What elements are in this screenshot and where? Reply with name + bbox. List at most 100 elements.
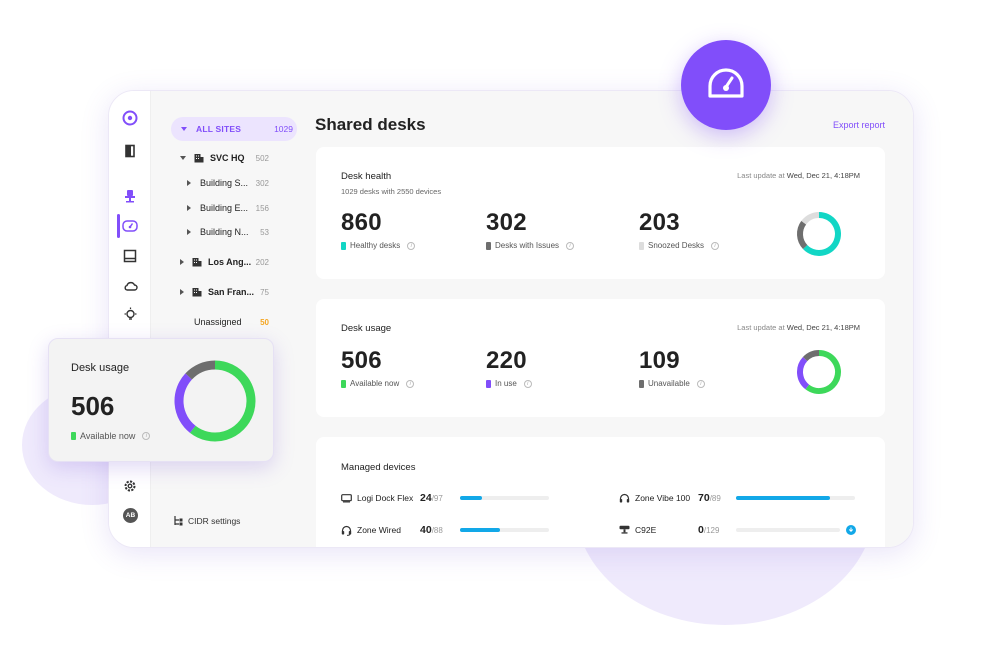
stat-label-row: Desks with Issues i: [486, 241, 575, 250]
with-text: with: [381, 187, 395, 196]
desk-count: 1029 desks: [341, 187, 380, 196]
headset-icon: [619, 493, 630, 504]
info-icon[interactable]: i: [711, 241, 720, 250]
info-icon[interactable]: i: [407, 241, 416, 250]
donut-segment: [797, 220, 808, 250]
device-row-c92e[interactable]: C92E 0/129: [619, 523, 879, 537]
cidr-settings-link[interactable]: CIDR settings: [173, 515, 240, 526]
tree-item-unassigned[interactable]: Unassigned 50: [151, 314, 309, 330]
device-count: 70/89: [698, 492, 721, 504]
legend-swatch: [341, 379, 346, 388]
tree-item-label: Unassigned: [194, 317, 242, 327]
device-progress-bar: [460, 528, 549, 532]
main-content: Shared desks Export report Desk health 1…: [309, 91, 913, 547]
stat-label-row: Snoozed Desks i: [639, 241, 720, 250]
cloud-icon[interactable]: [121, 277, 139, 295]
info-icon[interactable]: i: [696, 379, 705, 388]
legend-swatch: [639, 241, 644, 250]
active-indicator: [117, 214, 120, 238]
donut-segment: [802, 350, 820, 362]
card-title: Desk health: [341, 171, 392, 182]
all-sites-item[interactable]: ALL SITES 1029: [171, 117, 297, 141]
headset-icon: [341, 525, 352, 536]
caret-right-icon: [187, 229, 191, 235]
info-icon[interactable]: i: [142, 432, 151, 440]
stat-healthy-desks: 860 Healthy desks i: [341, 209, 416, 250]
app-window: AB ALL SITES 1029 SVC HQ 502 Building S.…: [108, 90, 914, 548]
tree-item-building-e[interactable]: Building E... 156: [151, 200, 309, 216]
tree-item-svc-hq[interactable]: SVC HQ 502: [151, 150, 309, 166]
caret-down-icon: [180, 156, 186, 160]
device-progress-bar: [736, 496, 855, 500]
caret-right-icon: [187, 180, 191, 186]
donut-segment: [174, 373, 196, 433]
floating-donut: [174, 360, 256, 442]
stat-value: 506: [341, 347, 382, 374]
building-icon: [192, 258, 202, 267]
tree-item-building-s[interactable]: Building S... 302: [151, 175, 309, 191]
donut-segment: [805, 350, 841, 394]
donut-segment: [189, 360, 256, 442]
device-row-zone-vibe-100[interactable]: Zone Vibe 100 70/89: [619, 491, 879, 505]
stat-value: 860: [341, 209, 382, 236]
info-icon[interactable]: i: [523, 379, 532, 388]
tree-item-count: 75: [260, 287, 269, 297]
export-report-link[interactable]: Export report: [832, 120, 885, 130]
card-title: Desk usage: [71, 362, 130, 374]
last-update-prefix: Last update at: [737, 323, 785, 332]
device-progress-bar: [736, 528, 840, 532]
tree-item-san-francisco[interactable]: San Fran... 75: [151, 284, 309, 300]
stat-label: Snoozed Desks: [648, 241, 705, 250]
tree-item-label: Building E...: [200, 203, 249, 213]
legend-swatch: [486, 241, 491, 250]
tree-item-count: 202: [255, 257, 269, 267]
tree-item-label: SVC HQ: [210, 153, 245, 163]
device-row-zone-wired[interactable]: Zone Wired 40/88: [341, 523, 601, 537]
last-update: Last update at Wed, Dec 21, 4:18PM: [737, 323, 860, 332]
all-sites-label: ALL SITES: [196, 124, 242, 134]
legend-swatch: [486, 379, 491, 388]
floating-desk-usage-card: Desk usage 506 Available now i: [48, 338, 274, 462]
device-name: Zone Wired: [357, 525, 401, 535]
info-icon[interactable]: i: [566, 241, 575, 250]
download-icon[interactable]: [846, 525, 856, 535]
device-count: 2550 devices: [396, 187, 442, 196]
display-icon[interactable]: [121, 247, 139, 265]
caret-down-icon: [181, 127, 187, 131]
donut-segment: [801, 212, 820, 225]
dock-icon: [341, 493, 352, 504]
device-row-logi-dock-flex[interactable]: Logi Dock Flex 24/97: [341, 491, 601, 505]
stat-snoozed-desks: 203 Snoozed Desks i: [639, 209, 720, 250]
stat-label: Desks with Issues: [495, 241, 560, 250]
legend-swatch: [71, 432, 76, 440]
tree-item-los-angeles[interactable]: Los Ang... 202: [151, 254, 309, 270]
stat-label-row: Available now i: [341, 379, 415, 388]
desk-health-card: Desk health 1029 desks with 2550 devices…: [316, 147, 885, 279]
stat-label-row: Unavailable i: [639, 379, 705, 388]
stat-unavailable: 109 Unavailable i: [639, 347, 705, 388]
progress-fill: [736, 496, 830, 500]
stat-label-row: Available now i: [71, 431, 151, 441]
caret-right-icon: [187, 205, 191, 211]
logo-icon[interactable]: [121, 109, 139, 127]
cidr-settings-label: CIDR settings: [188, 515, 241, 526]
stat-desks-with-issues: 302 Desks with Issues i: [486, 209, 575, 250]
all-sites-count: 1029: [274, 124, 293, 134]
tree-item-count: 502: [255, 153, 269, 163]
stat-label: Unavailable: [648, 379, 690, 388]
gear-icon[interactable]: [121, 477, 139, 495]
avatar[interactable]: AB: [123, 508, 138, 523]
chair-icon[interactable]: [121, 187, 139, 205]
building-icon: [194, 154, 204, 163]
door-icon[interactable]: [121, 142, 139, 160]
caret-right-icon: [180, 259, 184, 265]
tree-item-building-n[interactable]: Building N... 53: [151, 224, 309, 240]
tree-item-label: Building N...: [200, 227, 249, 237]
info-icon[interactable]: i: [406, 379, 415, 388]
tree-item-count: 50: [260, 317, 269, 327]
gauge-icon[interactable]: [121, 217, 139, 235]
lightbulb-icon[interactable]: [121, 305, 139, 323]
stat-value: 203: [639, 209, 680, 236]
gauge-icon: [708, 68, 744, 98]
progress-fill: [460, 496, 483, 500]
